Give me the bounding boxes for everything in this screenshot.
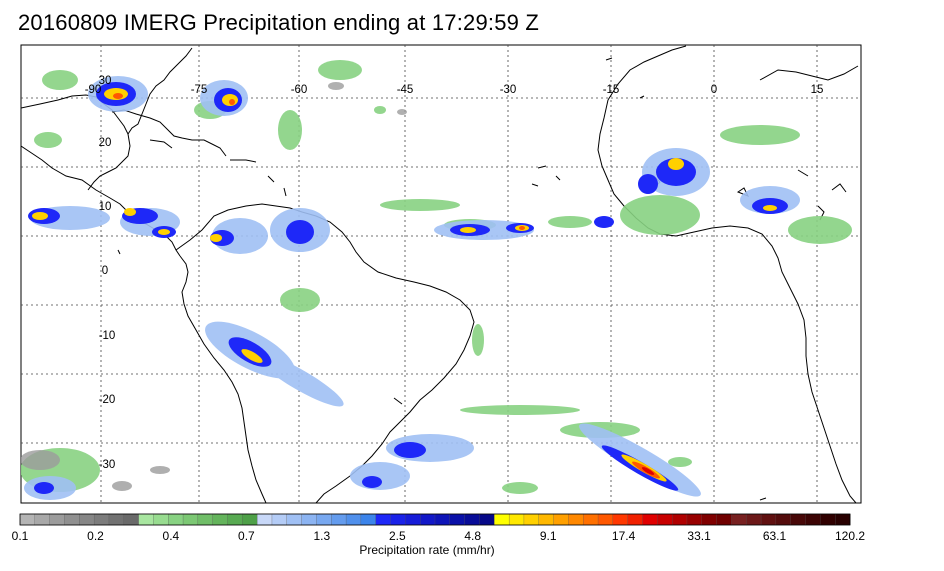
map-title: 20160809 IMERG Precipitation ending at 1… [18, 10, 540, 35]
lat-label-7: -30 [99, 459, 116, 471]
precipitation-field [21, 60, 852, 500]
small-islands [117, 57, 767, 501]
map-frame [20, 44, 862, 504]
lon-label-5: -30 [500, 84, 517, 96]
lon-label-7: 0 [711, 84, 717, 96]
lon-label-4: -45 [397, 84, 414, 96]
latitude-labels: 30 20 10 0 -10 -20 -30 [99, 75, 116, 471]
lat-label-3: 10 [99, 201, 112, 213]
caribbean-islands [111, 109, 287, 197]
lat-label-4: 0 [102, 265, 108, 277]
lon-label-1: -90 [85, 84, 102, 96]
lat-label-2: 20 [99, 137, 112, 149]
longitude-labels: -90 -75 -60 -45 -30 -15 0 15 [85, 84, 824, 96]
lon-label-3: -60 [291, 84, 308, 96]
lat-label-5: -10 [99, 330, 116, 342]
lon-label-6: -15 [603, 84, 620, 96]
south-america-coast [175, 203, 475, 503]
lat-label-1: 30 [99, 75, 112, 87]
lat-label-6: -20 [99, 394, 116, 406]
yucatan-central-america-coast [21, 133, 181, 257]
lon-label-8: 15 [811, 84, 824, 96]
north-america-coast [21, 47, 193, 135]
lon-label-2: -75 [191, 84, 208, 96]
africa-coast [597, 45, 859, 503]
